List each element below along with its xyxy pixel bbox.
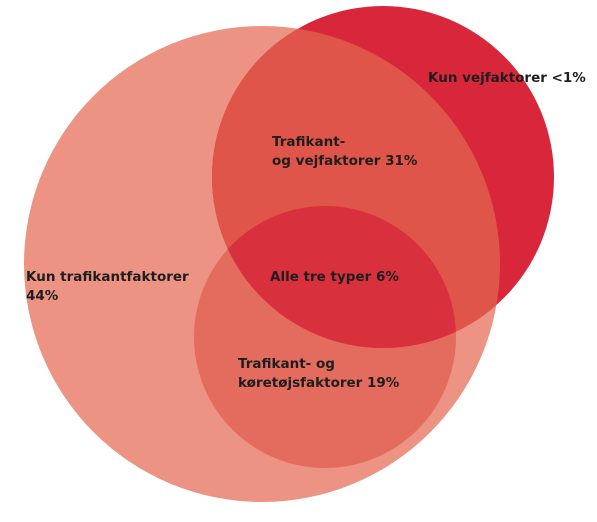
region-label: 44%: [26, 288, 59, 304]
labels: Kun vejfaktorer <1% Trafikant-og vejfakto…: [26, 70, 586, 391]
region-label: Trafikant- og: [238, 356, 335, 372]
region-label: køretøjsfaktorer 19%: [238, 375, 400, 391]
region-label: Trafikant-: [272, 134, 345, 150]
region-label: Kun trafikantfaktorer: [26, 269, 189, 285]
region-label: Alle tre typer 6%: [270, 269, 399, 285]
region-label: og vejfaktorer 31%: [272, 153, 418, 169]
triple-overlap: [212, 206, 456, 348]
region-label: Kun vejfaktorer <1%: [428, 70, 586, 86]
